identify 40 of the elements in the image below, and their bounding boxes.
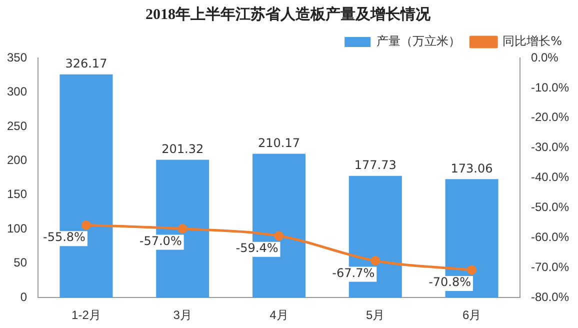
y-tick-label: 0	[20, 290, 28, 304]
y-tick-label: 200	[6, 153, 28, 167]
data-label: -59.4%	[236, 241, 278, 256]
y-tick-label: 50	[14, 256, 28, 270]
data-label: -57.0%	[139, 234, 182, 248]
y-tick-label: 250	[6, 118, 28, 133]
x-tick-label: 6月	[462, 308, 482, 322]
x-tick-label: 1-2月	[72, 308, 101, 322]
data-label: 326.17	[65, 56, 108, 70]
point	[467, 265, 477, 275]
chart-title: 2018年上半年江苏省人造板产量及增长情况	[146, 6, 432, 23]
point	[274, 231, 284, 241]
data-label: 210.17	[258, 136, 300, 150]
y2-tick-label: -80.0%	[530, 290, 570, 304]
y2-tick-label: -30.0%	[530, 140, 570, 154]
x-tick-label: 5月	[366, 308, 385, 322]
y2-tick-label: -70.0%	[530, 260, 570, 274]
legend-label: 同比增长%	[502, 34, 562, 48]
data-label: -55.8%	[42, 230, 86, 244]
point	[178, 224, 188, 234]
point	[81, 220, 91, 230]
y2-tick-label: -40.0%	[530, 170, 570, 184]
y-tick-label: 150	[6, 187, 28, 202]
data-label: 173.06	[450, 161, 493, 176]
x-tick-label: 4月	[270, 308, 288, 322]
y2-tick-label: -20.0%	[530, 110, 570, 124]
x-tick-label: 3月	[173, 308, 192, 322]
y-tick-label: 350	[6, 50, 28, 64]
y2-tick-label: 0.0%	[530, 50, 559, 64]
y-tick-label: 300	[6, 84, 28, 99]
data-label: -67.7%	[332, 266, 375, 280]
y2-tick-label: -60.0%	[530, 230, 570, 244]
y2-tick-label: -10.0%	[530, 80, 570, 94]
data-label: 201.32	[162, 142, 204, 156]
legend-label: 产量（万立米）	[376, 34, 461, 48]
data-label: -70.8%	[428, 275, 472, 290]
data-label: 177.73	[354, 158, 396, 172]
y2-tick-label: -50.0%	[530, 200, 570, 214]
point	[370, 256, 380, 266]
y-tick-label: 100	[6, 221, 28, 236]
